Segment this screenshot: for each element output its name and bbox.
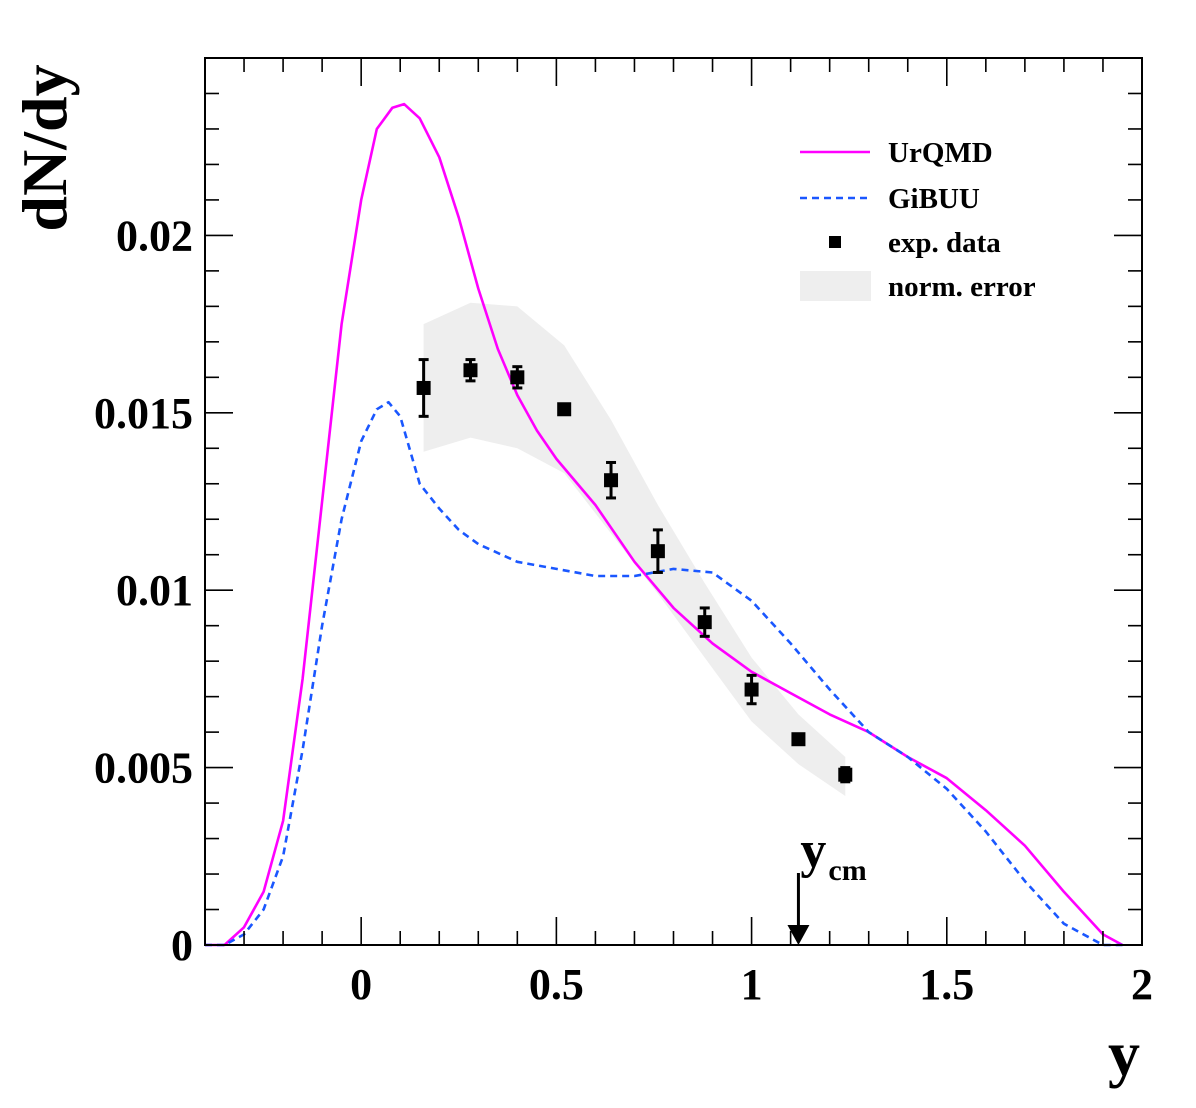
x-tick-label: 0.5 bbox=[529, 960, 584, 1009]
data-point bbox=[838, 767, 853, 782]
plot-frame bbox=[204, 57, 1143, 946]
ycm-annotation: y cm bbox=[787, 822, 867, 945]
legend-label-norm-error: norm. error bbox=[888, 271, 1036, 303]
series-line-gibuu bbox=[205, 400, 1123, 947]
x-tick-label: 1 bbox=[741, 960, 763, 1009]
ycm-subscript: cm bbox=[828, 854, 866, 887]
x-tick-label: 0 bbox=[350, 960, 372, 1009]
legend-glyph-exp-data bbox=[829, 236, 841, 248]
y-tick-label: 0.02 bbox=[116, 211, 193, 260]
x-tick-label: 2 bbox=[1131, 960, 1153, 1009]
data-point bbox=[416, 380, 431, 395]
ycm-label: y bbox=[800, 822, 826, 879]
legend: UrQMD GiBUU exp. data norm. error bbox=[800, 137, 1036, 303]
legend-glyph-norm-error bbox=[800, 271, 871, 301]
data-point bbox=[791, 732, 806, 747]
data-point bbox=[744, 682, 759, 697]
series-line-urqmd bbox=[205, 102, 1124, 947]
norm-error-band-layer bbox=[423, 302, 846, 796]
legend-label-gibuu: GiBUU bbox=[888, 183, 980, 215]
x-axis-title: y bbox=[1108, 1018, 1140, 1089]
y-tick-label: 0.01 bbox=[116, 566, 193, 615]
y-tick-label: 0 bbox=[171, 921, 193, 970]
data-point bbox=[510, 370, 525, 385]
ycm-arrow-head bbox=[787, 925, 810, 945]
series-lines-layer bbox=[205, 102, 1124, 947]
y-tick-label: 0.005 bbox=[94, 744, 193, 793]
axis-ticks-layer: 0 0.5 1 1.5 2 0 0.005 0.01 0.015 0.02 bbox=[94, 57, 1153, 1009]
y-tick-label: 0.015 bbox=[94, 389, 193, 438]
y-axis-title: dN/dy bbox=[9, 64, 80, 231]
norm-error-band bbox=[423, 302, 846, 796]
legend-label-urqmd: UrQMD bbox=[888, 137, 993, 169]
data-point bbox=[557, 402, 572, 417]
exp-data-points-layer bbox=[416, 358, 853, 784]
data-point bbox=[697, 615, 712, 630]
data-point bbox=[604, 473, 619, 488]
data-point bbox=[650, 544, 665, 559]
data-point bbox=[463, 363, 478, 378]
x-tick-label: 1.5 bbox=[919, 960, 974, 1009]
legend-label-exp-data: exp. data bbox=[888, 227, 1001, 259]
